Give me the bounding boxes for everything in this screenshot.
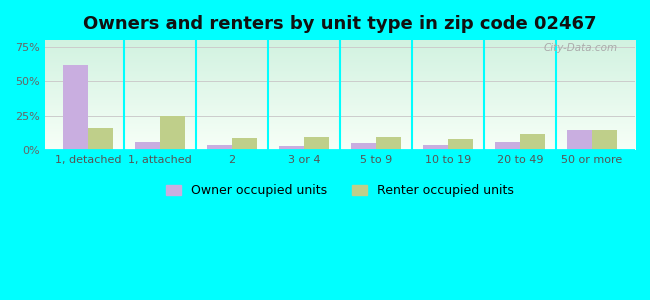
Legend: Owner occupied units, Renter occupied units: Owner occupied units, Renter occupied un…	[166, 184, 514, 197]
Bar	[520, 134, 545, 150]
Bar	[279, 146, 304, 150]
Bar	[88, 128, 113, 150]
Bar	[592, 130, 617, 150]
Bar	[448, 139, 473, 150]
Bar	[304, 136, 329, 150]
Bar	[160, 116, 185, 150]
Title: Owners and renters by unit type in zip code 02467: Owners and renters by unit type in zip c…	[83, 15, 597, 33]
Bar	[376, 136, 401, 150]
Bar	[567, 130, 592, 150]
Text: City-Data.com: City-Data.com	[543, 44, 618, 53]
Bar	[350, 143, 376, 150]
Bar	[135, 142, 160, 150]
Bar	[422, 145, 448, 150]
Bar	[232, 138, 257, 150]
Bar	[62, 65, 88, 150]
Bar	[207, 145, 232, 150]
Bar	[495, 142, 520, 150]
